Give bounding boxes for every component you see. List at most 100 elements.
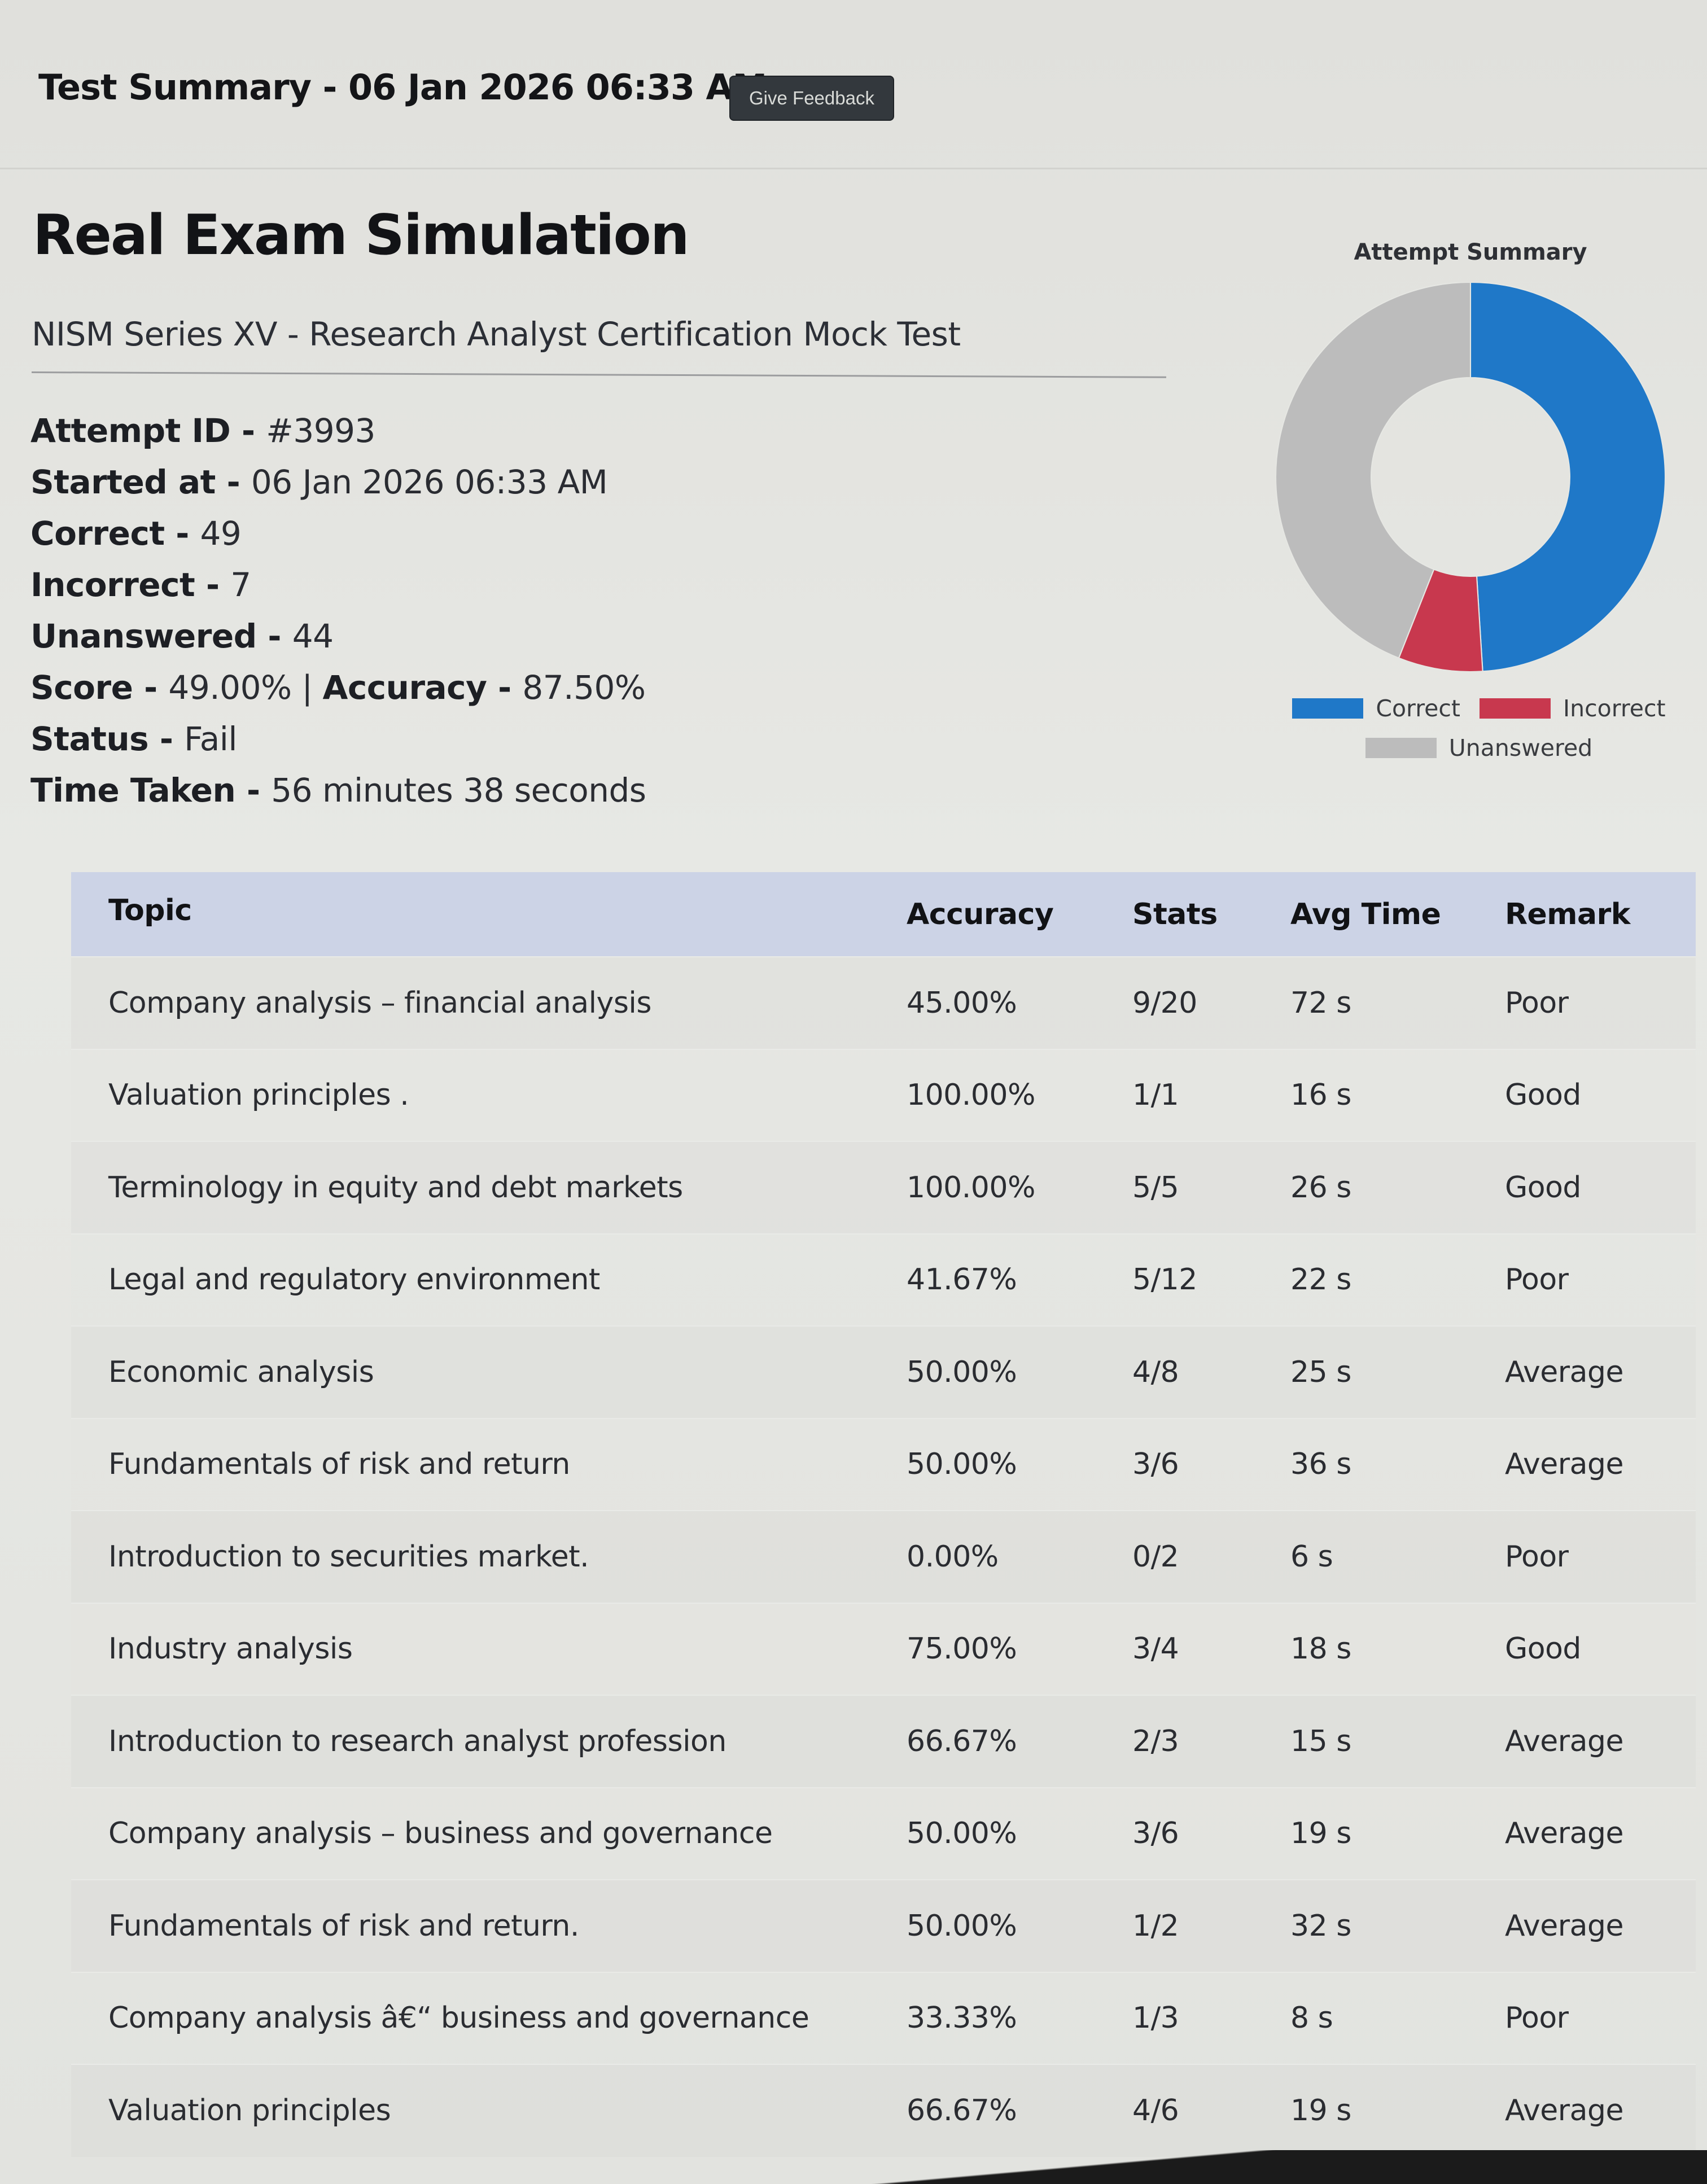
cell-remark: Good (1505, 1141, 1696, 1234)
cell-avg-time: 18 s (1290, 1603, 1505, 1695)
chart-title: Attempt Summary (1354, 239, 1587, 265)
cell-remark: Average (1505, 1695, 1696, 1788)
column-header-avg-time: Avg Time (1290, 872, 1505, 957)
correct-label: Correct (30, 514, 165, 553)
table-row: Valuation principles 66.67% 4/6 19 s Average (71, 2064, 1696, 2157)
unanswered-value: 44 (292, 617, 334, 655)
cell-accuracy: 41.67% (907, 1233, 1132, 1326)
table-row: Terminology in equity and debt markets 10… (71, 1141, 1696, 1234)
started-at-value: 06 Jan 2026 06:33 AM (251, 463, 608, 501)
cell-avg-time: 36 s (1290, 1418, 1505, 1511)
cell-avg-time: 32 s (1290, 1880, 1505, 1972)
started-at-row: Started at - 06 Jan 2026 06:33 AM (30, 463, 608, 501)
cell-remark: Average (1505, 1418, 1696, 1511)
legend-item-incorrect[interactable]: Incorrect (1480, 695, 1666, 722)
table-row: Legal and regulatory environment 41.67% 5/… (71, 1233, 1696, 1326)
legend-swatch-incorrect (1480, 698, 1551, 719)
cell-topic: Company analysis – financial analysis (71, 957, 907, 1049)
cell-topic: Fundamentals of risk and return. (71, 1880, 907, 1972)
table-row: Introduction to securities market. 0.00% 0… (71, 1511, 1696, 1603)
cell-accuracy: 33.33% (907, 1972, 1132, 2064)
donut-chart[interactable] (1276, 282, 1665, 672)
cell-remark: Average (1505, 2064, 1696, 2157)
status-row: Status - Fail (30, 720, 237, 758)
cell-accuracy: 50.00% (907, 1418, 1132, 1511)
attempt-id-value: #3993 (266, 412, 375, 450)
table-row: Fundamentals of risk and return. 50.00% 1/… (71, 1880, 1696, 1972)
cell-remark: Good (1505, 1049, 1696, 1141)
cell-topic: Company analysis – business and governan… (71, 1787, 907, 1880)
cell-avg-time: 16 s (1290, 1049, 1505, 1141)
attempt-details: Attempt ID - #3993 Started at - 06 Jan 2… (30, 405, 646, 816)
correct-row: Correct - 49 (30, 514, 242, 553)
column-header-remark: Remark (1505, 872, 1696, 957)
cell-topic: Fundamentals of risk and return (71, 1418, 907, 1511)
cell-accuracy: 66.67% (907, 1695, 1132, 1788)
column-header-topic: Topic (71, 872, 907, 957)
cell-stats: 9/20 (1132, 957, 1290, 1049)
score-row: Score - 49.00% | Accuracy - 87.50% (30, 668, 646, 707)
cell-topic: Valuation principles (71, 2064, 907, 2157)
cell-avg-time: 19 s (1290, 2064, 1505, 2157)
table-row: Industry analysis 75.00% 3/4 18 s Good (71, 1603, 1696, 1695)
legend-item-unanswered[interactable]: Unanswered (1365, 734, 1592, 761)
donut-slice-correct[interactable] (1469, 282, 1665, 672)
attempt-id-label: Attempt ID (30, 412, 231, 450)
cell-remark: Poor (1505, 1972, 1696, 2064)
table-row: Company analysis â€“ business and govern… (71, 1972, 1696, 2064)
cell-topic: Valuation principles . (71, 1049, 907, 1141)
time-taken-row: Time Taken - 56 minutes 38 seconds (30, 771, 646, 809)
cell-topic: Economic analysis (71, 1326, 907, 1419)
table-row: Valuation principles . 100.00% 1/1 16 s Good (71, 1049, 1696, 1141)
attempt-summary-chart: Attempt Summary Correct Incorrect Unansw… (1264, 226, 1705, 768)
cell-stats: 1/3 (1132, 1972, 1290, 2064)
cell-accuracy: 50.00% (907, 1787, 1132, 1880)
cell-accuracy: 100.00% (907, 1141, 1132, 1234)
cell-topic: Terminology in equity and debt markets (71, 1141, 907, 1234)
accuracy-value: 87.50% (522, 668, 646, 707)
cell-stats: 3/6 (1132, 1418, 1290, 1511)
photo-edge-shadow (0, 2150, 1707, 2184)
cell-remark: Good (1505, 1603, 1696, 1695)
cell-remark: Average (1505, 1880, 1696, 1972)
cell-remark: Average (1505, 1787, 1696, 1880)
table-row: Company analysis – business and governan… (71, 1787, 1696, 1880)
incorrect-row: Incorrect - 7 (30, 566, 251, 604)
summary-header: Test Summary - 06 Jan 2026 06:33 AM Give… (0, 0, 1707, 169)
cell-stats: 5/12 (1132, 1233, 1290, 1326)
cell-stats: 0/2 (1132, 1511, 1290, 1603)
table-row: Company analysis – financial analysis 45.… (71, 957, 1696, 1049)
cell-remark: Poor (1505, 1233, 1696, 1326)
summary-title: Test Summary - 06 Jan 2026 06:33 AM (38, 67, 767, 108)
column-header-stats: Stats (1132, 872, 1290, 957)
table-row: Economic analysis 50.00% 4/8 25 s Average (71, 1326, 1696, 1419)
cell-stats: 3/4 (1132, 1603, 1290, 1695)
chart-legend: Correct Incorrect Unanswered (1264, 689, 1693, 768)
cell-topic: Company analysis â€“ business and govern… (71, 1972, 907, 2064)
cell-avg-time: 19 s (1290, 1787, 1505, 1880)
cell-accuracy: 75.00% (907, 1603, 1132, 1695)
cell-avg-time: 15 s (1290, 1695, 1505, 1788)
status-value: Fail (184, 720, 237, 758)
time-taken-label: Time Taken (30, 771, 236, 809)
cell-stats: 4/6 (1132, 2064, 1290, 2157)
donut-slice-unanswered[interactable] (1276, 282, 1472, 659)
column-header-accuracy: Accuracy (907, 872, 1132, 957)
cell-stats: 1/2 (1132, 1880, 1290, 1972)
cell-stats: 4/8 (1132, 1326, 1290, 1419)
give-feedback-button[interactable]: Give Feedback (729, 76, 894, 121)
cell-avg-time: 25 s (1290, 1326, 1505, 1419)
table-header-row: Topic Accuracy Stats Avg Time Remark (71, 872, 1696, 957)
cell-stats: 1/1 (1132, 1049, 1290, 1141)
cell-accuracy: 100.00% (907, 1049, 1132, 1141)
accuracy-label: Accuracy (322, 668, 487, 707)
legend-item-correct[interactable]: Correct (1292, 695, 1460, 722)
score-label: Score (30, 668, 133, 707)
cell-avg-time: 26 s (1290, 1141, 1505, 1234)
status-label: Status (30, 720, 149, 758)
cell-avg-time: 8 s (1290, 1972, 1505, 2064)
cell-topic: Introduction to securities market. (71, 1511, 907, 1603)
cell-topic: Legal and regulatory environment (71, 1233, 907, 1326)
cell-stats: 2/3 (1132, 1695, 1290, 1788)
started-at-label: Started at (30, 463, 216, 501)
